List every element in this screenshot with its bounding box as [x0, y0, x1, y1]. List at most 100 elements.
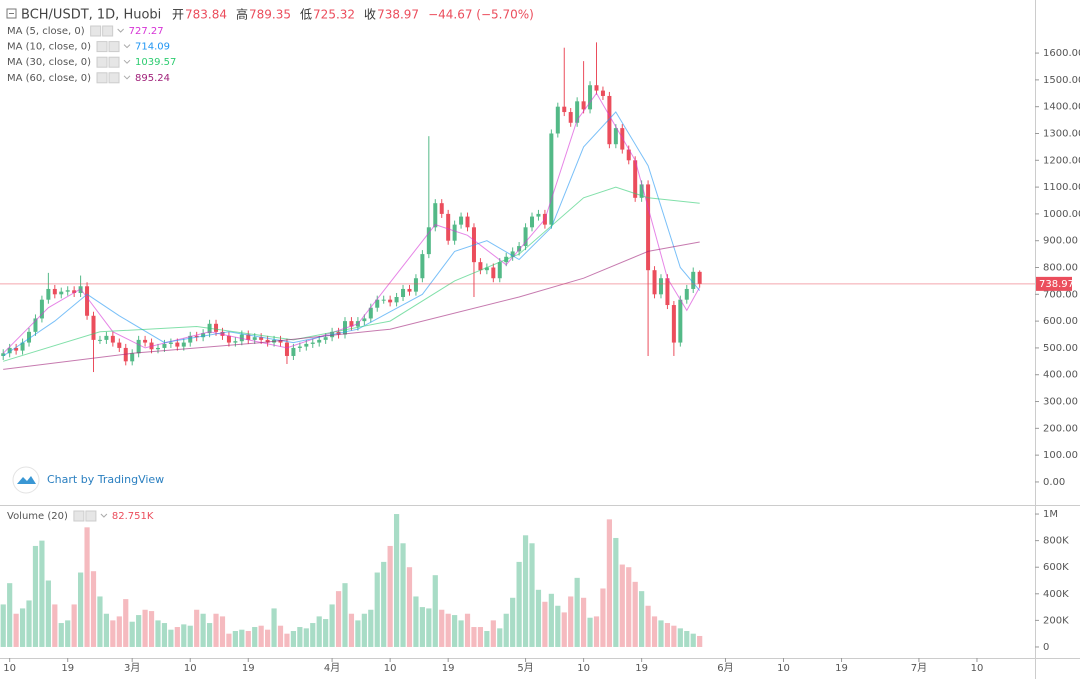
volume-bar [103, 613, 110, 647]
volume-bar [155, 620, 161, 647]
volume-bar [335, 591, 342, 647]
y-tick-label: 500.00 [1043, 343, 1078, 354]
volume-legend-value: 82.751K [112, 511, 154, 522]
volume-bar [548, 593, 554, 647]
candle-body [530, 216, 535, 228]
candle-body [1, 353, 6, 356]
legend-icon[interactable] [96, 41, 108, 53]
candle-body [20, 342, 25, 351]
volume-bar [0, 604, 6, 647]
legend-caret [123, 44, 131, 49]
volume-bar [587, 617, 593, 647]
legend-icon[interactable] [108, 56, 120, 68]
legend-icon[interactable] [96, 56, 108, 68]
candle-body [555, 106, 560, 134]
candle-body [91, 315, 96, 340]
candle-body [259, 337, 264, 340]
volume-bar [439, 609, 445, 647]
volume-bar [452, 615, 458, 647]
legend-icon[interactable] [85, 510, 97, 522]
volume-bar [645, 605, 651, 647]
watermark[interactable]: Chart by TradingView [47, 473, 164, 486]
volume-bar [535, 589, 542, 647]
volume-bar [206, 623, 213, 647]
volume-bar [181, 624, 187, 647]
candle-body [536, 213, 541, 217]
ma-legend-value: 714.09 [135, 42, 170, 53]
x-tick-label: 19 [61, 663, 74, 674]
volume-bar [426, 608, 432, 647]
ohlc-label: 收 [364, 8, 376, 22]
volume-legend-name: Volume (20) [7, 511, 68, 522]
legend-icon[interactable] [102, 25, 114, 37]
volume-bar [200, 613, 206, 647]
legend-icon[interactable] [108, 41, 120, 53]
candle-body [349, 321, 354, 327]
volume-bar [174, 627, 180, 647]
volume-bar [555, 605, 561, 647]
candle-body [510, 251, 515, 257]
candle-body [678, 299, 683, 343]
candle-body [110, 335, 115, 343]
volume-bar [626, 567, 632, 647]
candle-body [433, 203, 438, 228]
candle-body [607, 95, 612, 145]
ma-line [2, 92, 701, 354]
candle-body [310, 342, 315, 344]
candle-body [188, 335, 193, 343]
ohlc-label: 开 [172, 8, 184, 22]
volume-bar [142, 609, 148, 647]
candle-body [652, 270, 657, 295]
x-tick-label: 10 [184, 663, 197, 674]
candle-body [220, 331, 225, 336]
x-tick-label: 4月 [324, 662, 340, 674]
volume-bar [290, 631, 297, 647]
volume-bar [90, 571, 97, 647]
volume-bar [606, 519, 612, 647]
volume-bar [348, 613, 355, 647]
volume-bar [574, 577, 580, 647]
volume-bar [561, 612, 567, 647]
volume-bar [123, 599, 129, 647]
legend-caret [117, 28, 125, 33]
volume-bar [393, 514, 400, 647]
volume-tick-label: 800K [1043, 536, 1069, 547]
volume-bar [342, 583, 348, 647]
volume-bar [684, 631, 690, 647]
legend-icon[interactable] [90, 25, 102, 37]
volume-bar [213, 613, 219, 647]
volume-bar [510, 597, 516, 647]
candle-body [388, 299, 393, 303]
volume-bar [329, 604, 335, 647]
volume-bar [316, 616, 322, 647]
x-tick-label: 10 [384, 663, 397, 674]
candle-body [426, 227, 431, 255]
ma-legend-name: MA (30, close, 0) [7, 57, 91, 68]
volume-bar [458, 620, 464, 647]
ma-line [3, 241, 700, 370]
collapse-icon[interactable] [6, 8, 17, 19]
volume-bar [310, 623, 316, 647]
candle-body [27, 331, 32, 343]
volume-bar [484, 631, 490, 647]
legend-icon[interactable] [73, 510, 85, 522]
candle-body [175, 342, 180, 347]
volume-bar [32, 545, 39, 647]
candle-body [194, 335, 199, 338]
last-price-tag-bg [1036, 276, 1072, 291]
legend-icon[interactable] [96, 72, 108, 84]
volume-bar [464, 613, 471, 647]
y-tick-label: 100.00 [1043, 450, 1078, 461]
candle-body [626, 149, 631, 161]
x-tick-label: 6月 [717, 662, 733, 674]
y-tick-label: 1100.00 [1043, 182, 1080, 193]
candle-body [297, 346, 302, 348]
legend-icon[interactable] [108, 72, 120, 84]
candle-body [439, 203, 444, 214]
volume-bar [355, 620, 361, 647]
y-tick-label: 800.00 [1043, 263, 1078, 274]
last-price-tag: 738.97 [1039, 279, 1074, 290]
candle-body [517, 246, 522, 252]
